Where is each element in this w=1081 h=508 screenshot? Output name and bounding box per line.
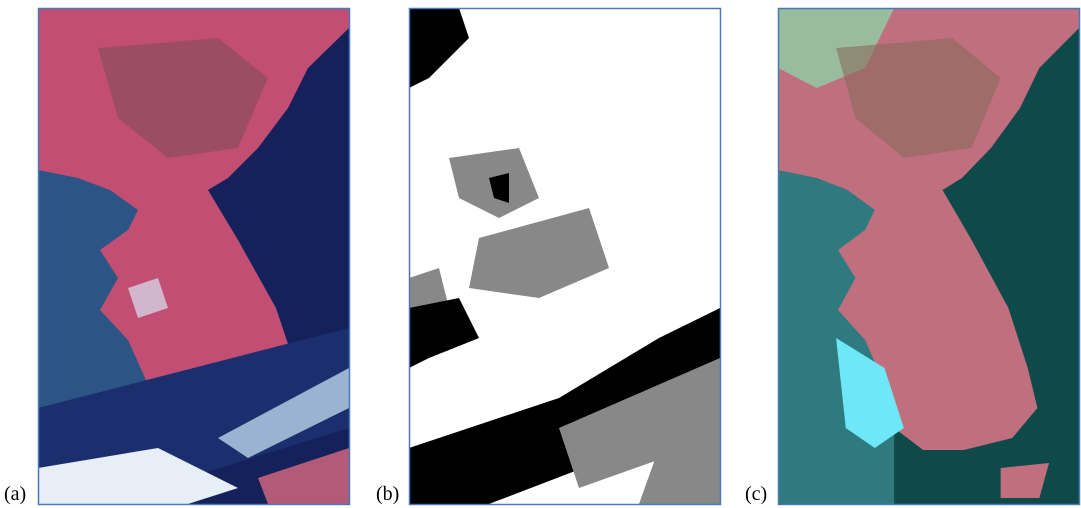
image-a <box>38 8 349 504</box>
figure: (a) (b) (c) <box>0 0 1081 508</box>
panel-label: (a) <box>4 483 26 506</box>
panel-label: (b) <box>376 483 399 506</box>
image-c <box>778 8 1079 504</box>
figure-images <box>0 0 1081 508</box>
image-b <box>409 8 720 504</box>
panel-label: (c) <box>745 483 767 506</box>
